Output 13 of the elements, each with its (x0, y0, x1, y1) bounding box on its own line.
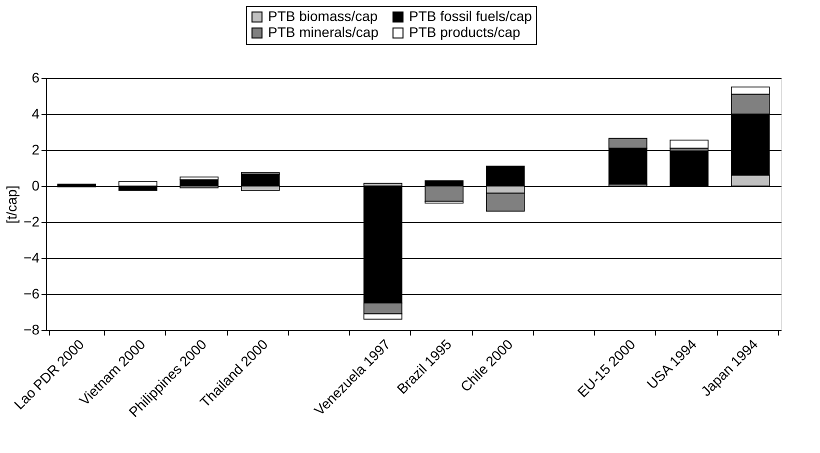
y-tick-label: 4 (32, 106, 40, 122)
legend-label: PTB biomass/cap (268, 8, 378, 24)
y-tick-label: 0 (32, 178, 40, 194)
y-tick-label: 2 (32, 142, 40, 158)
y-tick-label: −2 (24, 214, 40, 230)
y-axis-title: [t/cap] (4, 185, 20, 224)
legend-label: PTB minerals/cap (268, 24, 379, 40)
y-tick-label: −4 (24, 250, 40, 266)
legend-label: PTB products/cap (409, 24, 520, 40)
y-tick-label: 6 (32, 70, 40, 86)
legend-label: PTB fossil fuels/cap (409, 8, 532, 24)
y-tick-label: −6 (24, 286, 40, 302)
y-tick-label: −8 (24, 322, 40, 338)
